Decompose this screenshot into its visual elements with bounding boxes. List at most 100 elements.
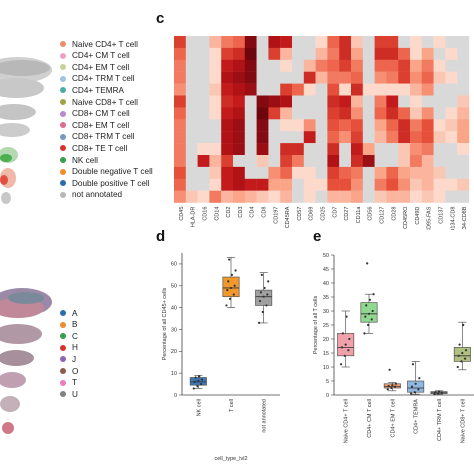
heatmap-cell	[268, 71, 281, 84]
heatmap-cell	[386, 36, 399, 49]
heatmap-cell	[327, 155, 340, 168]
heatmap-cell	[256, 166, 269, 179]
data-point	[393, 385, 397, 388]
heatmap-cell	[398, 190, 411, 203]
heatmap-cell	[221, 166, 234, 179]
heatmap-cell	[197, 83, 210, 96]
heatmap-cell	[433, 131, 446, 144]
heatmap-cell	[421, 119, 434, 132]
heatmap-xtick-label: CD127	[380, 207, 386, 224]
x-axis-label: cell_type_lvl2	[214, 456, 247, 462]
heatmap-cell	[457, 178, 470, 191]
data-point	[263, 286, 266, 290]
heatmap-xtick-label: CD45RO	[403, 206, 409, 229]
heatmap-cell	[256, 155, 269, 168]
heatmap-cell	[244, 143, 257, 156]
data-point	[262, 295, 265, 298]
heatmap-cell	[315, 119, 328, 132]
heatmap-cell	[233, 47, 245, 60]
heatmap-cell	[268, 47, 281, 60]
heatmap-cell	[339, 83, 352, 96]
heatmap-cell	[280, 59, 293, 72]
heatmap-cell	[398, 143, 411, 156]
heatmap-cell	[268, 155, 281, 168]
heatmap-cell	[292, 119, 304, 132]
heatmap-cell	[410, 131, 422, 144]
box-body	[453, 347, 471, 362]
heatmap-cell	[457, 155, 470, 168]
data-point	[199, 382, 203, 386]
heatmap-cell	[185, 95, 198, 108]
data-point	[461, 351, 464, 355]
heatmap-cell	[280, 83, 293, 96]
heatmap-xtick-label: CD2	[226, 207, 232, 218]
heatmap-xtick-label: CD11a	[356, 206, 362, 224]
legend-marker	[60, 310, 66, 316]
sample-legend-entry: O	[56, 365, 78, 377]
data-point	[460, 360, 463, 363]
heatmap-cell	[457, 83, 470, 96]
heatmap-cell	[233, 36, 245, 49]
heatmap-cell	[339, 71, 352, 84]
heatmap-cell	[268, 95, 281, 108]
heatmap-cell	[268, 143, 281, 156]
heatmap-cell	[327, 107, 340, 120]
heatmap-cell	[315, 190, 328, 203]
heatmap-cell	[174, 95, 186, 108]
heatmap-cell	[351, 143, 363, 156]
heatmap-cell	[280, 131, 293, 144]
heatmap-cell	[457, 166, 470, 179]
heatmap-cell	[421, 47, 434, 60]
y-tick-label: 60	[171, 262, 177, 268]
data-point	[230, 273, 234, 276]
heatmap-cell	[457, 131, 470, 144]
data-point	[410, 385, 414, 388]
heatmap-cell	[410, 107, 422, 120]
heatmap-cell	[244, 83, 257, 96]
heatmap-cell	[362, 83, 375, 96]
heatmap-cell	[268, 119, 281, 132]
data-point	[343, 354, 346, 357]
heatmap-cell	[362, 166, 375, 179]
heatmap-cell	[351, 119, 363, 132]
heatmap-cell	[386, 95, 399, 108]
heatmap-xtick-label: CD8	[262, 207, 268, 218]
data-point	[194, 376, 197, 379]
heatmap-cell	[339, 119, 352, 132]
heatmap-cell	[351, 59, 363, 72]
box-body	[407, 380, 425, 393]
heatmap-cell	[221, 143, 234, 156]
data-point	[228, 258, 231, 261]
heatmap-cell	[268, 36, 281, 49]
data-point	[344, 343, 347, 346]
heatmap-cell	[386, 119, 399, 132]
legend-marker	[60, 110, 66, 117]
heatmap-cell	[327, 131, 340, 144]
heatmap-cell	[233, 190, 245, 203]
legend-marker	[60, 368, 66, 374]
heatmap-cell	[339, 36, 352, 49]
heatmap-cell	[410, 83, 422, 96]
heatmap-cell	[221, 83, 234, 96]
heatmap-cell	[280, 36, 293, 49]
y-axis-label: Percentage of all T cells	[313, 296, 319, 355]
heatmap-cell	[221, 119, 234, 132]
heatmap-cell	[351, 83, 363, 96]
panel-label-d: d	[156, 228, 166, 245]
heatmap-cell	[209, 178, 222, 191]
heatmap-cell	[256, 71, 269, 84]
data-point	[387, 384, 390, 388]
heatmap-xtick-label: CD14	[214, 207, 220, 221]
umap-celltype-plot	[0, 57, 52, 204]
heatmap-cell	[374, 36, 387, 49]
data-point	[413, 391, 416, 394]
boxplot-chart-d: 0 10 20 30 40 50 60 Percentage of all CD45+ cel…	[162, 253, 280, 462]
heatmap-cell	[185, 190, 198, 203]
heatmap-cell	[256, 36, 269, 49]
heatmap-cell	[174, 155, 186, 168]
legend-label: CD8+ CM T cell	[72, 109, 130, 119]
data-point	[226, 289, 229, 292]
heatmap-xtick-label: CD197	[273, 207, 279, 224]
heatmap-cell	[327, 83, 340, 96]
data-point	[192, 387, 195, 390]
